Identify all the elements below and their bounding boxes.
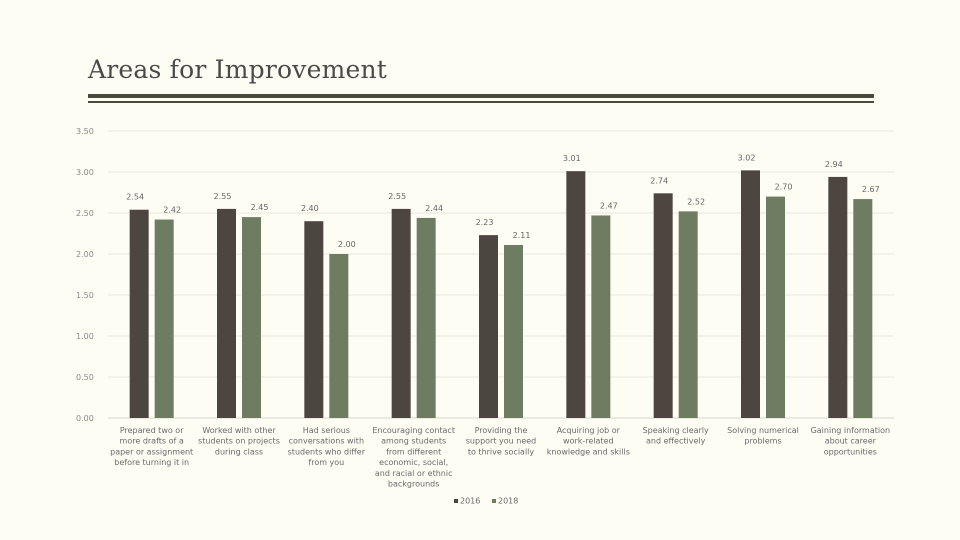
x-category-label: during class <box>215 447 263 456</box>
x-category-label: Acquiring job or <box>557 426 621 435</box>
data-label: 2.23 <box>476 218 494 227</box>
data-label: 2.55 <box>214 192 232 201</box>
bar-2016 <box>828 176 848 418</box>
bar-2018 <box>329 254 349 418</box>
x-category-label: and effectively <box>646 437 706 446</box>
legend-swatch-2016 <box>454 499 458 503</box>
title-divider-thick <box>88 94 874 98</box>
data-label: 3.02 <box>738 153 756 162</box>
x-category-label: from you <box>308 458 344 467</box>
y-tick-label: 2.50 <box>76 209 94 218</box>
x-category-label: backgrounds <box>388 480 439 489</box>
data-label: 2.40 <box>301 204 319 213</box>
bar-2018 <box>591 215 611 418</box>
data-label: 2.45 <box>251 203 269 212</box>
x-category-label: Had serious <box>303 426 350 435</box>
bar-2016 <box>391 208 411 418</box>
x-category-label: more drafts of a <box>120 437 184 446</box>
data-label: 2.74 <box>650 176 668 185</box>
x-category-label: among students <box>381 437 446 446</box>
bar-2018 <box>416 217 436 418</box>
legend-swatch-2018 <box>492 499 496 503</box>
data-label: 2.00 <box>338 240 356 249</box>
bar-2018 <box>242 217 261 418</box>
legend-label: 2016 <box>460 497 480 506</box>
data-label: 2.67 <box>862 185 880 194</box>
x-category-label: Solving numerical <box>727 426 799 435</box>
bar-2018 <box>504 244 523 418</box>
x-category-label: Providing the <box>475 426 528 435</box>
bar-2018 <box>678 211 698 418</box>
data-label: 2.54 <box>126 193 144 202</box>
x-category-label: conversations with <box>289 437 364 446</box>
bar-2016 <box>653 193 673 418</box>
data-label: 3.01 <box>563 154 581 163</box>
y-tick-label: 2.00 <box>76 250 94 259</box>
bar-2016 <box>566 171 586 418</box>
bar-2016 <box>129 209 149 418</box>
y-tick-label: 1.50 <box>76 291 94 300</box>
bar-2018 <box>853 199 873 418</box>
x-category-label: Prepared two or <box>120 426 184 435</box>
data-label: 2.70 <box>775 183 793 192</box>
bar-2016 <box>304 221 324 418</box>
bar-2018 <box>766 196 785 418</box>
x-category-label: about career <box>825 437 877 446</box>
x-category-label: Speaking clearly <box>643 426 709 435</box>
x-category-label: before turning it in <box>114 458 189 467</box>
data-label: 2.47 <box>600 201 618 210</box>
x-category-label: knowledge and skills <box>547 447 630 456</box>
x-category-label: work-related <box>563 437 614 446</box>
data-label: 2.94 <box>825 160 843 169</box>
bar-2016 <box>741 170 760 418</box>
x-category-label: problems <box>744 437 781 446</box>
x-category-label: from different <box>386 447 441 456</box>
data-label: 2.42 <box>163 206 181 215</box>
bar-2018 <box>154 219 174 418</box>
x-category-label: paper or assignment <box>110 447 193 456</box>
legend-label: 2018 <box>498 497 518 506</box>
x-category-label: students on projects <box>198 437 280 446</box>
y-tick-label: 1.00 <box>76 332 94 341</box>
x-category-label: Encouraging contact <box>372 426 455 435</box>
y-tick-label: 0.00 <box>76 414 94 423</box>
x-category-label: and racial or ethnic <box>375 469 453 478</box>
y-tick-label: 0.50 <box>76 373 94 382</box>
x-category-label: to thrive socially <box>468 447 535 456</box>
bar-2016 <box>479 235 498 418</box>
data-label: 2.52 <box>687 197 705 206</box>
x-category-label: economic, social, <box>379 458 448 467</box>
title-divider-thin <box>88 101 874 103</box>
data-label: 2.44 <box>425 204 443 213</box>
x-category-label: support you need <box>466 437 537 446</box>
bar-2016 <box>217 208 236 418</box>
data-label: 2.55 <box>388 192 406 201</box>
x-category-label: opportunities <box>824 447 877 456</box>
y-tick-label: 3.50 <box>76 127 94 136</box>
x-category-label: Worked with other <box>202 426 276 435</box>
data-label: 2.11 <box>513 231 531 240</box>
x-category-label: Gaining information <box>811 426 890 435</box>
x-category-label: students who differ <box>288 447 366 456</box>
y-tick-label: 3.00 <box>76 168 94 177</box>
page-title: Areas for Improvement <box>88 55 388 84</box>
